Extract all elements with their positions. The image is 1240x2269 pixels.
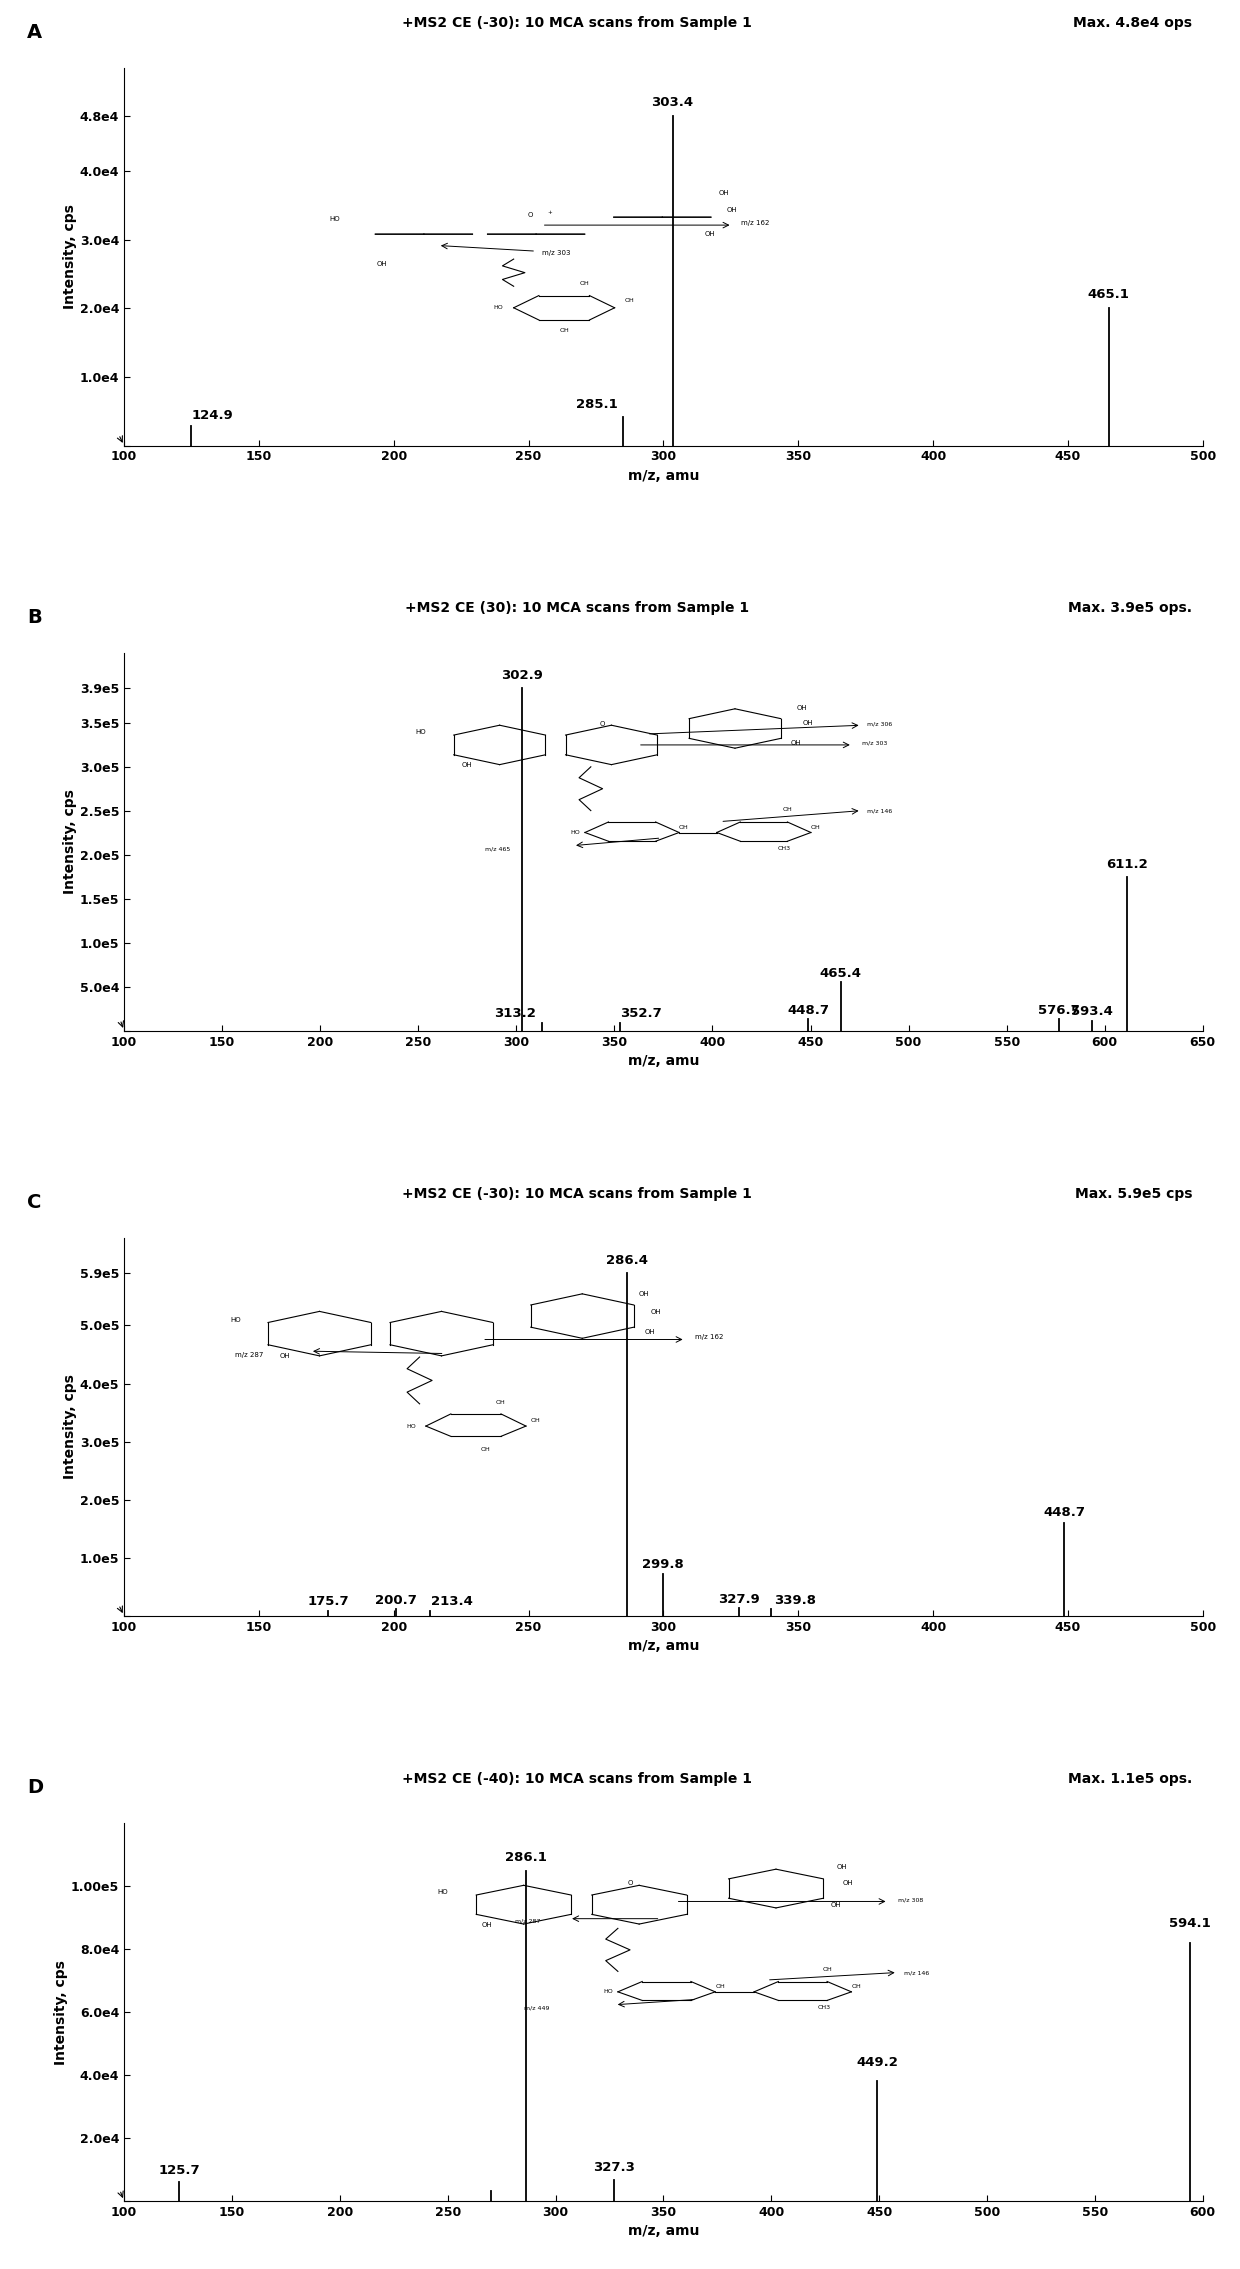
X-axis label: m/z, amu: m/z, amu [627,1055,699,1069]
Text: m/z 146: m/z 146 [904,1969,929,1976]
Text: OH: OH [280,1352,290,1359]
X-axis label: m/z, amu: m/z, amu [627,2224,699,2237]
Text: 285.1: 285.1 [575,399,618,411]
Text: HO: HO [415,728,427,735]
Text: OH: OH [704,231,715,238]
Text: 465.1: 465.1 [1087,288,1130,302]
X-axis label: m/z, amu: m/z, amu [627,470,699,483]
Text: HO: HO [570,830,580,835]
Text: OH: OH [482,1922,492,1929]
Text: m/z 303: m/z 303 [542,250,570,256]
Text: OH: OH [579,281,589,286]
Text: 200.7: 200.7 [374,1595,417,1606]
Text: D: D [27,1779,43,1797]
Text: Max. 1.1e5 ops.: Max. 1.1e5 ops. [1068,1772,1192,1786]
Text: OH: OH [531,1418,541,1423]
Text: 303.4: 303.4 [651,95,693,109]
Text: 465.4: 465.4 [820,967,862,980]
Text: m/z 146: m/z 146 [868,808,893,815]
Text: 313.2: 313.2 [494,1007,536,1021]
Text: HO: HO [231,1316,242,1323]
Text: Max. 3.9e5 ops.: Max. 3.9e5 ops. [1068,601,1192,615]
Text: HO: HO [436,1888,448,1895]
Text: CH3: CH3 [817,2006,831,2010]
Text: 124.9: 124.9 [191,408,233,422]
Text: OH: OH [680,826,689,830]
Text: OH: OH [822,1967,832,1972]
Text: OH: OH [651,1309,662,1314]
Text: OH: OH [791,740,801,747]
Text: 327.3: 327.3 [594,2160,635,2174]
Text: OH: OH [377,261,387,268]
Text: 611.2: 611.2 [1106,858,1147,871]
Text: Max. 4.8e4 ops: Max. 4.8e4 ops [1073,16,1192,29]
Text: Max. 5.9e5 cps: Max. 5.9e5 cps [1075,1187,1192,1200]
Text: m/z 306: m/z 306 [868,722,893,726]
Text: OH: OH [843,1881,853,1886]
Text: m/z 449: m/z 449 [523,2006,549,2010]
Text: 286.4: 286.4 [605,1255,647,1268]
Text: 302.9: 302.9 [501,669,543,683]
Text: 299.8: 299.8 [642,1557,683,1570]
Text: OH: OH [852,1985,861,1990]
Text: 175.7: 175.7 [308,1595,348,1609]
Text: 213.4: 213.4 [432,1595,474,1609]
Text: OH: OH [481,1448,491,1452]
Text: m/z 287: m/z 287 [515,1920,539,1924]
Text: 352.7: 352.7 [620,1007,662,1021]
Text: +MS2 CE (-40): 10 MCA scans from Sample 1: +MS2 CE (-40): 10 MCA scans from Sample … [402,1772,753,1786]
Y-axis label: Intensity, cps: Intensity, cps [63,790,77,894]
Text: OH: OH [463,762,472,767]
Text: OH: OH [727,206,738,213]
Text: 339.8: 339.8 [774,1595,816,1606]
Text: CH3: CH3 [777,846,791,851]
Text: 594.1: 594.1 [1169,1917,1211,1931]
X-axis label: m/z, amu: m/z, amu [627,1638,699,1654]
Text: OH: OH [645,1330,656,1334]
Text: OH: OH [831,1901,841,1908]
Text: +MS2 CE (-30): 10 MCA scans from Sample 1: +MS2 CE (-30): 10 MCA scans from Sample … [402,16,751,29]
Text: OH: OH [802,719,813,726]
Text: HO: HO [604,1990,613,1994]
Text: OH: OH [811,826,821,830]
Text: B: B [27,608,42,626]
Text: OH: OH [782,808,792,812]
Text: 576.7: 576.7 [1038,1003,1080,1017]
Text: HO: HO [494,306,503,311]
Text: +MS2 CE (-30): 10 MCA scans from Sample 1: +MS2 CE (-30): 10 MCA scans from Sample … [402,1187,751,1200]
Text: +MS2 CE (30): 10 MCA scans from Sample 1: +MS2 CE (30): 10 MCA scans from Sample 1 [405,601,749,615]
Text: 448.7: 448.7 [787,1003,830,1017]
Text: OH: OH [639,1291,650,1298]
Text: A: A [27,23,42,41]
Text: m/z 162: m/z 162 [694,1334,723,1341]
Text: 327.9: 327.9 [718,1593,760,1606]
Text: m/z 303: m/z 303 [862,742,887,747]
Y-axis label: Intensity, cps: Intensity, cps [63,1375,77,1479]
Text: m/z 308: m/z 308 [898,1897,923,1901]
Text: OH: OH [837,1865,847,1870]
Text: OH: OH [718,191,729,195]
Text: OH: OH [496,1400,506,1405]
Text: OH: OH [559,329,569,334]
Y-axis label: Intensity, cps: Intensity, cps [63,204,77,309]
Text: m/z 465: m/z 465 [485,846,510,851]
Text: m/z 162: m/z 162 [740,220,769,227]
Text: OH: OH [715,1985,725,1990]
Text: 593.4: 593.4 [1071,1005,1112,1019]
Text: OH: OH [797,706,807,710]
Text: 449.2: 449.2 [857,2056,898,2069]
Text: HO: HO [405,1423,415,1429]
Text: +: + [547,209,552,216]
Text: 125.7: 125.7 [159,2165,201,2178]
Text: m/z 287: m/z 287 [234,1352,263,1359]
Text: HO: HO [329,216,340,222]
Text: O: O [528,213,533,218]
Text: 448.7: 448.7 [1043,1507,1085,1518]
Text: 286.1: 286.1 [505,1852,547,1865]
Y-axis label: Intensity, cps: Intensity, cps [55,1960,68,2065]
Text: OH: OH [625,297,635,302]
Text: C: C [27,1193,41,1212]
Text: O: O [627,1881,632,1886]
Text: O: O [600,722,605,728]
